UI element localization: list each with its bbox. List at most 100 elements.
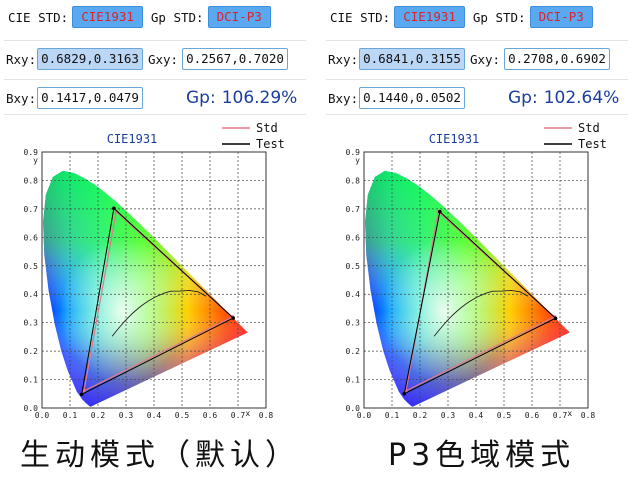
row-separator [326,79,628,80]
rxy-field[interactable]: 0.6829,0.3163 [37,48,143,70]
x-tick-label: 0.1 [385,411,400,420]
gamut-panel: CIE STD: CIE1931 Gp STD: DCI-P3 Rxy: 0.6… [322,0,632,420]
series-test-point [553,316,558,321]
b-row: Bxy: 0.1440,0.0502 [328,87,465,109]
x-tick-label: 0.7 [553,411,568,420]
gxy-label: Gxy: [147,51,179,67]
x-tick-label: 0.0 [357,411,372,420]
y-tick-label: 0.2 [346,347,361,356]
chart-title: CIE1931 [107,132,158,146]
x-tick-label: 0.5 [497,411,512,420]
x-axis-label: x [567,409,572,418]
bxy-field[interactable]: 0.1440,0.0502 [359,87,465,109]
series-test-point [438,209,442,214]
legend-test-label: Test [256,137,285,151]
planckian-locus [433,289,529,337]
gp-std-selector[interactable]: DCI-P3 [207,6,271,28]
y-tick-label: 0.8 [24,176,39,185]
cie-chart: 0.0 0.1 0.2 0.3 0.4 0.5 0.6 0.7 0.8 0.0 0.1 0.2 0.3 0… [24,121,285,420]
gamut-percentage: Gp: 106.29% [186,88,297,108]
x-tick-label: 0.4 [469,411,484,420]
y-tick-label: 0.0 [24,404,39,413]
x-tick-label: 0.2 [413,411,428,420]
y-axis-label: y [33,156,38,165]
row-separator [326,40,628,41]
legend-std-label: Std [578,121,600,135]
cie-std-label: CIE STD: [8,9,69,25]
gp-std-label: Gp STD: [472,9,526,25]
gxy-label: Gxy: [469,51,501,67]
chart-title: CIE1931 [429,132,480,146]
cie-std-selector[interactable]: CIE1931 [394,6,465,28]
mode-caption: 生动模式（默认） [20,438,300,473]
legend-std-label: Std [256,121,278,135]
row-separator [4,40,306,41]
series-test-point [79,392,84,397]
mode-caption: P3色域模式 [388,438,576,473]
series-test-triangle [81,207,235,396]
rg-row: Rxy: 0.6841,0.3155 Gxy: 0.2708,0.6902 [328,48,610,70]
y-tick-label: 0.6 [346,233,361,242]
y-tick-label: 0.9 [24,148,39,157]
y-tick-label: 0.7 [24,205,39,214]
cie-chart: 0.0 0.1 0.2 0.3 0.4 0.5 0.6 0.7 0.8 0.0 0.1 0.2 0.3 0… [346,121,607,420]
rg-row: Rxy: 0.6829,0.3163 Gxy: 0.2567,0.7020 [6,48,288,70]
gp-result-value: 102.64% [543,88,620,108]
rxy-field[interactable]: 0.6841,0.3155 [359,48,465,70]
bxy-label: Bxy: [328,90,359,106]
gp-std-selector[interactable]: DCI-P3 [529,6,593,28]
x-tick-label: 0.1 [63,411,78,420]
row-separator [4,79,306,80]
gp-result-label: Gp: [508,88,538,108]
bxy-label: Bxy: [6,90,37,106]
cie-std-label: CIE STD: [330,9,391,25]
gamut-panel: CIE STD: CIE1931 Gp STD: DCI-P3 Rxy: 0.6… [0,0,310,420]
y-tick-label: 0.2 [24,347,39,356]
x-tick-label: 0.5 [175,411,190,420]
legend-test-label: Test [578,137,607,151]
y-tick-label: 0.1 [346,376,361,385]
gamut-percentage: Gp: 102.64% [508,88,619,108]
x-tick-label: 0.8 [581,411,596,420]
x-tick-label: 0.3 [441,411,456,420]
bxy-field[interactable]: 0.1417,0.0479 [37,87,143,109]
rxy-label: Rxy: [6,51,37,67]
y-tick-label: 0.6 [24,233,39,242]
y-tick-label: 0.8 [346,176,361,185]
x-tick-label: 0.3 [119,411,134,420]
x-tick-label: 0.0 [35,411,50,420]
cie-std-selector[interactable]: CIE1931 [72,6,143,28]
y-tick-label: 0.4 [24,290,39,299]
y-tick-label: 0.9 [346,148,361,157]
gxy-field[interactable]: 0.2708,0.6902 [504,48,610,70]
y-tick-label: 0.3 [346,319,361,328]
x-axis-label: x [245,409,250,418]
standard-row: CIE STD: CIE1931 Gp STD: DCI-P3 [8,6,271,28]
b-row: Bxy: 0.1417,0.0479 [6,87,143,109]
row-separator [326,114,628,115]
row-separator [4,114,306,115]
chart-grid [41,151,267,409]
y-tick-label: 0.3 [24,319,39,328]
x-tick-label: 0.4 [147,411,162,420]
gxy-field[interactable]: 0.2567,0.7020 [182,48,288,70]
series-std-point [82,389,86,393]
gp-result-label: Gp: [186,88,216,108]
standard-row: CIE STD: CIE1931 Gp STD: DCI-P3 [330,6,593,28]
planckian-locus [111,289,207,337]
gp-std-label: Gp STD: [150,9,204,25]
series-test-triangle [403,210,557,395]
x-tick-label: 0.2 [91,411,106,420]
y-tick-label: 0.5 [24,262,39,271]
y-tick-label: 0.5 [346,262,361,271]
x-tick-label: 0.8 [259,411,274,420]
x-tick-label: 0.7 [231,411,246,420]
x-tick-label: 0.6 [203,411,218,420]
chart-grid [363,151,589,409]
gp-result-value: 106.29% [221,88,298,108]
y-tick-label: 0.7 [346,205,361,214]
y-axis-label: y [355,156,360,165]
y-tick-label: 0.0 [346,404,361,413]
series-test-point [402,391,407,396]
rxy-label: Rxy: [328,51,359,67]
